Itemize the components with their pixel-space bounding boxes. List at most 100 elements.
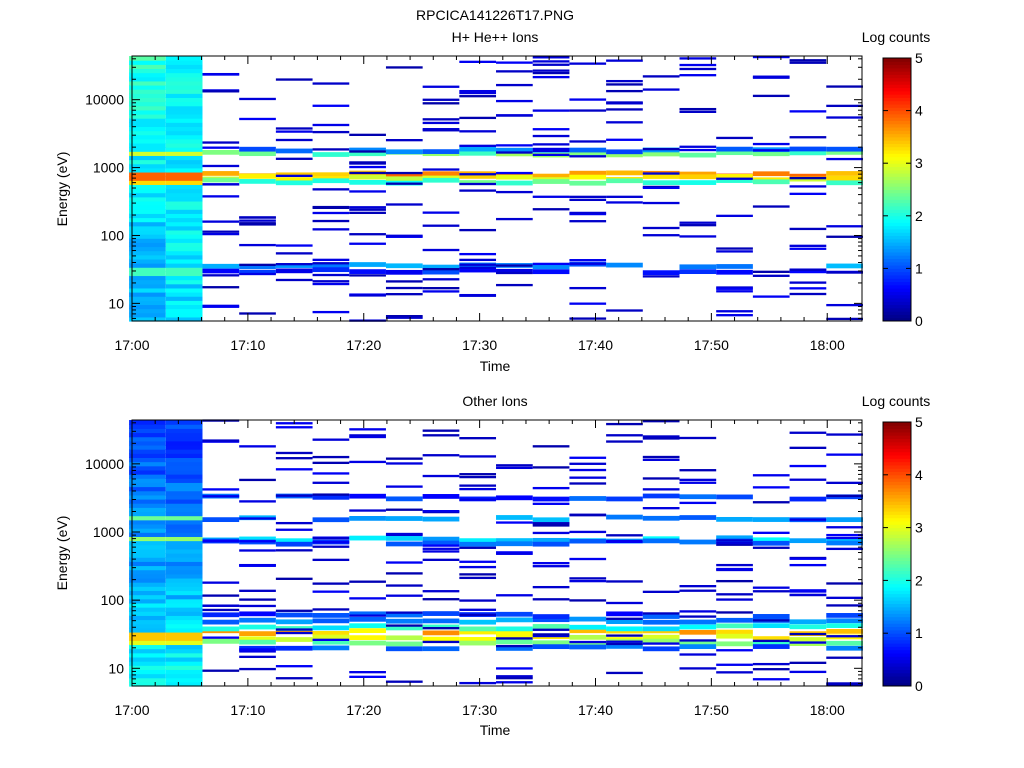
heatmap-cell	[642, 88, 680, 91]
heatmap-cell	[606, 138, 643, 141]
heatmap-cell	[606, 514, 643, 520]
heatmap-cell	[789, 247, 827, 250]
heatmap-cell	[642, 147, 680, 151]
heatmap-cell	[606, 79, 643, 83]
heatmap-cell	[752, 644, 790, 649]
heatmap-cell	[312, 211, 350, 215]
heatmap-cell	[642, 646, 680, 652]
colorbar-segment	[883, 544, 911, 548]
heatmap-cell	[165, 188, 203, 194]
heatmap-cell	[606, 201, 643, 204]
heatmap-cell	[349, 150, 386, 153]
heatmap-cell	[422, 434, 460, 437]
heatmap-cell	[202, 149, 240, 155]
heatmap-cell	[716, 617, 753, 623]
colorbar-segment	[883, 629, 911, 634]
heatmap-cell	[496, 151, 533, 154]
colorbar-segment	[883, 448, 911, 453]
figure-title: RPCICA141226T17.PNG	[416, 7, 574, 23]
heatmap-cell	[349, 269, 386, 274]
heatmap-cell	[496, 147, 533, 153]
heatmap-cell	[459, 266, 497, 269]
heatmap-cell	[129, 461, 166, 467]
heatmap-cell	[496, 268, 533, 274]
heatmap-cell	[496, 644, 533, 648]
heatmap-cell	[532, 624, 570, 629]
heatmap-cell	[496, 611, 533, 617]
heatmap-cell	[129, 440, 166, 446]
heatmap-cell	[385, 182, 423, 185]
heatmap-cell	[165, 648, 203, 654]
heatmap-cell	[716, 598, 753, 601]
y-tick-label: 100	[101, 227, 125, 243]
heatmap-cell	[349, 460, 386, 464]
heatmap-cell	[606, 59, 643, 62]
heatmap-cell	[312, 152, 350, 157]
colorbar-segment	[883, 242, 911, 246]
heatmap-cell	[716, 136, 753, 140]
colorbar-segment	[883, 261, 911, 266]
heatmap-cell	[129, 565, 166, 571]
heatmap-cell	[716, 314, 753, 317]
heatmap-cell	[165, 561, 203, 567]
heatmap-cell	[826, 494, 863, 498]
heatmap-cell	[165, 677, 203, 683]
heatmap-cell	[752, 546, 790, 549]
heatmap-cell	[569, 514, 607, 517]
colorbar-segment	[883, 311, 911, 315]
heatmap-cell	[129, 482, 166, 488]
heatmap-cell	[459, 640, 497, 646]
heatmap-cell	[202, 268, 240, 274]
heatmap-cell	[349, 147, 386, 153]
colorbar-segment	[883, 179, 911, 184]
heatmap-cell	[789, 61, 827, 64]
heatmap-cell	[716, 629, 753, 635]
heatmap-cell	[569, 468, 607, 472]
heatmap-cell	[716, 290, 753, 293]
heatmap-cell	[165, 72, 203, 78]
heatmap-cell	[129, 457, 166, 463]
heatmap-cell	[202, 636, 240, 642]
heatmap-cell	[789, 150, 827, 156]
heatmap-cell	[496, 61, 533, 64]
heatmap-cell	[422, 510, 460, 513]
heatmap-cell	[752, 76, 790, 79]
heatmap-cell	[569, 557, 607, 561]
heatmap-cell	[642, 477, 680, 480]
colorbar-segment	[883, 222, 911, 227]
heatmap-cell	[275, 451, 313, 455]
x-axis-label: Time	[480, 722, 511, 738]
heatmap-cell	[422, 516, 460, 522]
heatmap-cell	[716, 146, 753, 152]
colorbar-segment	[883, 587, 911, 591]
heatmap-cell	[752, 501, 790, 504]
heatmap-cell	[606, 152, 643, 158]
heatmap-cell	[679, 653, 717, 656]
heatmap-cell	[569, 109, 607, 112]
heatmap-cell	[129, 60, 166, 65]
heatmap-cell	[129, 673, 166, 679]
colorbar-segment	[883, 425, 911, 430]
heatmap-cell	[606, 422, 643, 426]
heatmap-cell	[129, 631, 166, 637]
heatmap-cell	[129, 188, 166, 194]
heatmap-cell	[496, 283, 533, 287]
heatmap-cell	[385, 635, 423, 641]
heatmap-cell	[129, 544, 166, 550]
heatmap-cell	[239, 179, 276, 184]
heatmap-cell	[239, 478, 276, 482]
heatmap-cell	[716, 247, 753, 250]
colorbar-segment	[883, 616, 911, 621]
heatmap-cell	[642, 226, 680, 230]
heatmap-cell	[239, 624, 276, 630]
colorbar-segment	[883, 212, 911, 217]
heatmap-cell	[202, 539, 240, 543]
heatmap-cell	[129, 536, 166, 542]
heatmap-cell	[826, 526, 863, 529]
heatmap-cell	[165, 84, 203, 90]
colorbar-segment	[883, 656, 911, 661]
heatmap-cell	[826, 171, 863, 176]
heatmap-cell	[642, 435, 680, 438]
heatmap-cell	[642, 619, 680, 625]
heatmap-cell	[129, 171, 166, 177]
